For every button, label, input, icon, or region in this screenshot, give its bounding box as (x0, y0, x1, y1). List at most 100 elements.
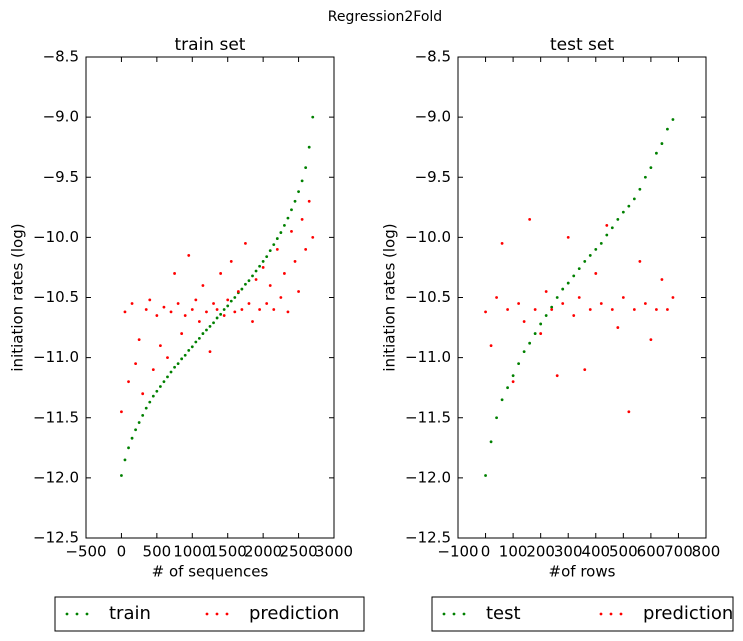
point (254, 269, 258, 273)
point (632, 197, 636, 201)
legend-marker (452, 612, 456, 616)
y-tick-label: −9.0 (43, 108, 79, 126)
point (511, 374, 515, 378)
point (176, 362, 180, 366)
point (151, 394, 155, 398)
point (533, 308, 537, 311)
point (219, 312, 223, 316)
point (159, 385, 162, 388)
point (254, 278, 258, 281)
point (123, 458, 127, 462)
point (666, 308, 669, 311)
x-tick-label: 0 (481, 543, 491, 561)
point (605, 233, 609, 237)
point (300, 217, 304, 221)
point (208, 350, 212, 354)
point (311, 235, 315, 239)
point (265, 255, 269, 259)
point (572, 274, 576, 278)
point (506, 308, 509, 311)
point (215, 316, 219, 320)
point (120, 410, 123, 414)
point (528, 341, 532, 345)
point (251, 274, 254, 278)
x-tick-label: 3000 (315, 543, 353, 561)
point (261, 260, 265, 263)
point (610, 226, 614, 230)
point (155, 389, 159, 393)
x-tick-label: 500 (143, 543, 172, 561)
point (522, 320, 526, 323)
x-tick-label: 100 (499, 543, 528, 561)
x-tick-label: 1500 (209, 543, 247, 561)
point (134, 362, 138, 366)
point (144, 308, 148, 311)
point (151, 368, 155, 372)
point (244, 241, 247, 245)
point (272, 308, 276, 311)
point (627, 410, 631, 414)
point (616, 326, 620, 329)
point (599, 302, 603, 305)
y-tick-label: −8.5 (43, 48, 79, 66)
point (290, 208, 293, 212)
point (555, 296, 559, 299)
legend-marker (85, 612, 89, 616)
y-tick-label: −12.5 (33, 529, 79, 547)
legend-marker (205, 612, 209, 616)
point (261, 266, 265, 269)
x-tick-label: 200 (526, 543, 555, 561)
point (517, 302, 521, 305)
point (251, 320, 254, 323)
y-axis-label: initiation rates (log) (9, 223, 27, 371)
y-tick-label: −9.0 (415, 108, 451, 126)
point (632, 308, 636, 311)
point (566, 235, 570, 239)
point (275, 248, 279, 251)
point (173, 365, 176, 369)
x-tick-label: 2000 (244, 543, 282, 561)
point (572, 314, 576, 317)
legend-label: prediction (643, 603, 733, 624)
x-axis-label: #of rows (549, 563, 616, 581)
point (561, 302, 565, 305)
point (293, 199, 297, 203)
y-tick-label: −10.0 (405, 228, 451, 246)
point (599, 241, 603, 245)
point (307, 145, 311, 149)
legend-marker (599, 612, 603, 616)
point (134, 428, 138, 432)
axes-frame (85, 56, 335, 539)
point (616, 217, 620, 221)
point (205, 328, 208, 332)
point (643, 175, 647, 179)
legend-label: prediction (249, 603, 339, 624)
y-axis-label: initiation rates (log) (381, 223, 399, 371)
point (265, 302, 269, 305)
y-tick-label: −12.0 (405, 468, 451, 486)
point (258, 264, 261, 268)
point (194, 298, 198, 302)
point (300, 179, 304, 183)
point (169, 370, 173, 374)
point (517, 362, 521, 366)
legend-marker (619, 612, 623, 616)
y-tick-label: −11.0 (33, 348, 79, 366)
point (208, 324, 212, 328)
x-tick-label: 600 (637, 543, 666, 561)
point (539, 322, 543, 326)
legend-marker (225, 612, 229, 616)
point (187, 254, 191, 257)
point (561, 287, 565, 291)
y-tick-label: −11.5 (33, 408, 79, 426)
point (649, 166, 653, 170)
point (643, 302, 647, 305)
x-tick-label: 400 (581, 543, 610, 561)
axes-title: test set (550, 35, 614, 55)
point (583, 368, 587, 372)
x-tick-label: −100 (437, 543, 478, 561)
point (236, 290, 240, 293)
point (190, 308, 194, 311)
point (594, 272, 598, 275)
point (489, 344, 493, 347)
